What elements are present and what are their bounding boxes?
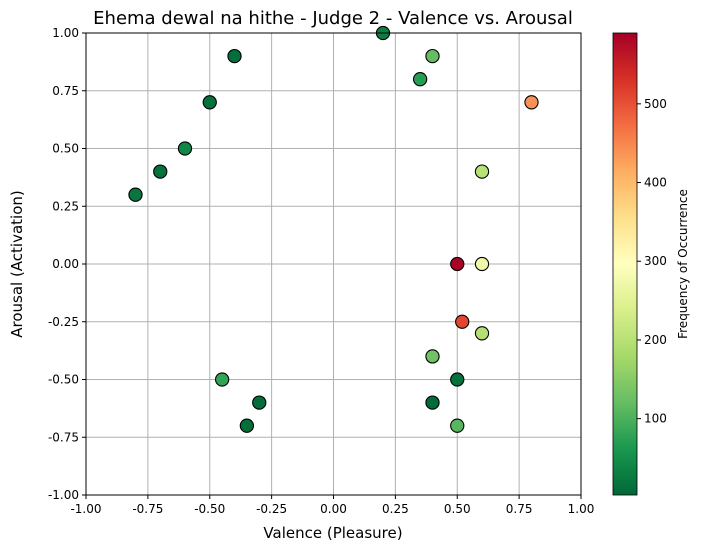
data-point (425, 349, 440, 364)
grid (85, 32, 582, 496)
data-point (202, 95, 217, 110)
chart-title: Ehema dewal na hithe - Judge 2 - Valence… (93, 8, 573, 29)
y-tick-label: 0.50 (52, 142, 79, 156)
colorbar-tick-label: 300 (644, 254, 667, 268)
x-tick-label: 1.00 (568, 502, 595, 516)
colorbar-label: Frequency of Occurrence (676, 189, 690, 339)
y-tick-label: -1.00 (48, 488, 79, 502)
x-tick-label: -0.25 (256, 502, 287, 516)
data-point (425, 48, 440, 64)
colorbar-tick-label: 200 (644, 333, 667, 347)
data-point (450, 372, 465, 387)
y-tick-label: 0.75 (52, 84, 79, 98)
colorbar: 100 200 300 400 500 Frequency of Occurrence (612, 32, 690, 496)
x-tick-label: -0.75 (132, 502, 163, 516)
y-tick-label: 1.00 (52, 26, 79, 40)
x-tick-label: 0.75 (506, 502, 533, 516)
colorbar-tick-label: 500 (644, 97, 667, 111)
y-axis-label: Arousal (Activation) (8, 190, 26, 338)
y-tick-label: -0.50 (48, 373, 79, 387)
colorbar-tick-label: 100 (644, 412, 667, 426)
data-point (450, 418, 465, 433)
x-tick-label: 0.50 (444, 502, 471, 516)
data-point (450, 256, 465, 272)
data-point (524, 95, 539, 110)
data-points (128, 25, 539, 433)
y-tick-label: -0.75 (48, 430, 79, 444)
data-point (252, 395, 267, 410)
data-point (425, 395, 440, 410)
colorbar-gradient (612, 32, 638, 496)
data-point (474, 326, 490, 341)
data-point (474, 164, 490, 179)
data-point (153, 164, 168, 179)
data-point (128, 187, 143, 202)
x-tick-label: 0.00 (320, 502, 347, 516)
data-point (239, 418, 255, 433)
data-point (412, 72, 428, 87)
x-tick-label: 0.25 (382, 502, 409, 516)
x-axis-label: Valence (Pleasure) (263, 524, 402, 542)
x-tick-label: -0.50 (194, 502, 225, 516)
data-point (227, 48, 242, 64)
x-tick-label: -1.00 (70, 502, 101, 516)
data-point (177, 141, 193, 156)
data-point (455, 314, 470, 329)
colorbar-tick-label: 400 (644, 176, 667, 190)
y-tick-label: 0.00 (52, 257, 79, 271)
colorbar-ticks: 100 200 300 400 500 (637, 97, 667, 426)
data-point (214, 372, 230, 387)
y-tick-label: 0.25 (52, 199, 79, 213)
y-tick-label: -0.25 (48, 315, 79, 329)
x-axis-ticks: -1.00 -0.75 -0.50 -0.25 0.00 0.25 0.50 0.75 1.00 (70, 495, 594, 516)
data-point (474, 256, 490, 272)
y-axis-ticks: -1.00 -0.75 -0.50 -0.25 0.00 0.25 0.50 0.75 1.00 (48, 26, 86, 502)
